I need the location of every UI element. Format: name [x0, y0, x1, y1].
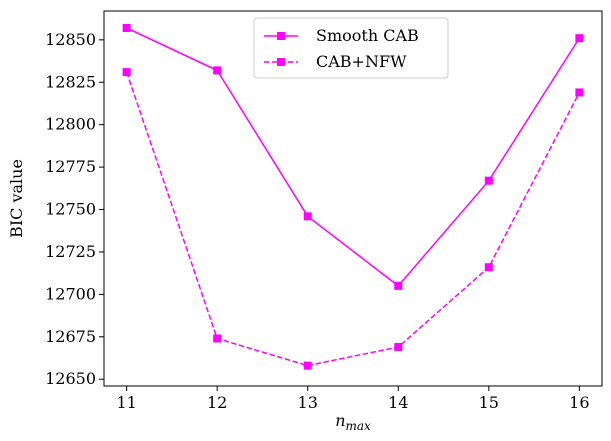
- legend-frame: [253, 17, 449, 79]
- series-smooth-cab: [122, 23, 584, 290]
- data-point-marker: [303, 361, 312, 370]
- x-axis-ticks: 11 12 13 14 15 16: [116, 386, 590, 412]
- y-tick-label: 12825: [45, 72, 96, 91]
- legend-marker: [277, 32, 285, 40]
- y-tick-label: 12700: [45, 284, 96, 303]
- x-axis-label: nmax: [335, 411, 371, 433]
- x-tick-label: 11: [116, 393, 136, 412]
- data-point-marker: [575, 34, 584, 43]
- series-line: [126, 27, 580, 287]
- y-axis-ticks: 12650 12675 12700 12725 12750 12775 12800 12825…: [45, 30, 104, 388]
- data-point-marker: [122, 68, 131, 77]
- data-point-marker: [213, 66, 222, 75]
- y-tick-label: 12850: [45, 30, 96, 49]
- series-line: [125, 71, 581, 367]
- x-axis-label-subscript: max: [346, 419, 372, 433]
- x-tick-label: 13: [298, 393, 318, 412]
- legend: Smooth CAB CAB+NFW: [253, 17, 449, 79]
- x-tick-label: 12: [207, 393, 227, 412]
- axes-frame: [103, 10, 603, 387]
- legend-label: Smooth CAB: [316, 26, 419, 45]
- series-cab-nfw: [122, 68, 584, 370]
- legend-marker: [277, 58, 285, 66]
- y-tick-label: 12775: [45, 157, 96, 176]
- x-tick-label: 16: [569, 393, 589, 412]
- data-point-marker: [303, 212, 312, 221]
- data-point-marker: [394, 281, 403, 290]
- x-tick-label: 14: [388, 393, 408, 412]
- y-axis-label: BIC value: [7, 159, 26, 238]
- data-point-marker: [213, 334, 222, 343]
- y-tick-label: 12725: [45, 242, 96, 261]
- y-tick-label: 12650: [45, 369, 96, 388]
- plot-area: [122, 23, 584, 370]
- y-tick-label: 12800: [45, 115, 96, 134]
- legend-item: Smooth CAB: [264, 26, 419, 45]
- legend-label: CAB+NFW: [316, 52, 407, 71]
- data-point-marker: [122, 23, 131, 32]
- data-point-marker: [484, 176, 493, 185]
- axes: 11 12 13 14 15 16 126501267512700127251275012…: [7, 10, 603, 433]
- legend-item: CAB+NFW: [264, 52, 407, 71]
- data-point-marker: [575, 88, 584, 97]
- data-point-marker: [484, 263, 493, 272]
- x-tick-label: 15: [479, 393, 499, 412]
- y-tick-label: 12675: [45, 327, 96, 346]
- x-axis-label-base: n: [335, 411, 345, 430]
- y-tick-label: 12750: [45, 200, 96, 219]
- data-point-marker: [394, 342, 403, 351]
